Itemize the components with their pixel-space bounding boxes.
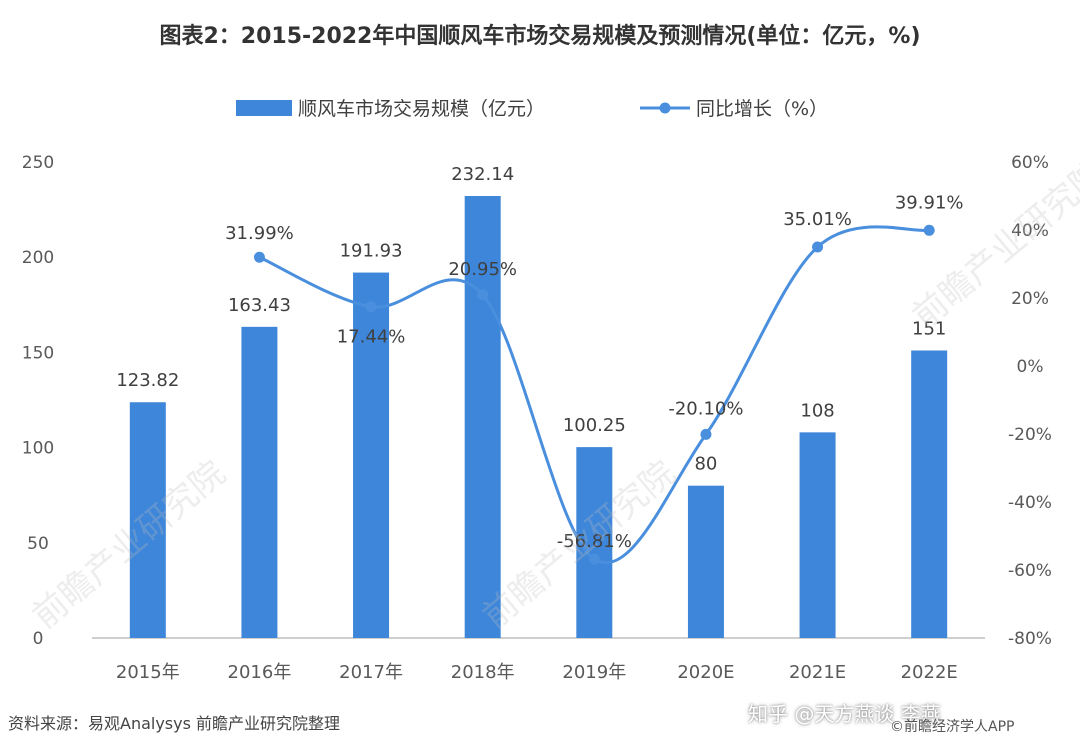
x-tick-label: 2021E [789, 662, 846, 683]
app-watermark: ©前瞻经济学人APP [890, 719, 1015, 735]
y-right-tick-label: 20% [1011, 289, 1049, 309]
bar-value-label: 232.14 [451, 164, 514, 185]
growth-value-label: 31.99% [225, 223, 294, 244]
x-tick-label: 2019年 [562, 662, 626, 683]
bar [353, 272, 390, 638]
legend-bar-label: 顺风车市场交易规模（亿元） [298, 98, 545, 120]
bar [911, 350, 948, 638]
bar-value-label: 80 [694, 454, 717, 475]
bar [241, 326, 278, 638]
y-right-tick-label: 40% [1011, 221, 1049, 241]
bar [687, 485, 724, 638]
y-right-tick-label: -80% [1008, 629, 1052, 649]
bar [576, 447, 613, 638]
bar [129, 402, 166, 638]
y-left-tick-label: 0 [33, 629, 44, 649]
y-left-tick-label: 150 [22, 343, 54, 363]
y-left-tick-label: 200 [22, 248, 54, 268]
growth-value-label: 17.44% [337, 327, 406, 348]
bar-value-label: 100.25 [563, 415, 626, 436]
legend-line-marker [659, 102, 671, 114]
y-right-tick-label: -60% [1008, 561, 1052, 581]
x-tick-label: 2018年 [451, 662, 515, 683]
growth-value-label: 20.95% [448, 259, 517, 280]
y-right-tick-label: 60% [1011, 153, 1049, 173]
legend-bar-swatch [236, 100, 292, 116]
y-right-tick-label: 0% [1017, 357, 1044, 377]
growth-marker [365, 301, 377, 313]
x-tick-label: 2017年 [339, 662, 403, 683]
y-left-tick-label: 100 [22, 439, 54, 459]
growth-marker [477, 289, 489, 301]
x-tick-label: 2015年 [116, 662, 180, 683]
bar-value-label: 163.43 [228, 295, 291, 316]
bar-value-label: 151 [912, 318, 946, 339]
bar-value-label: 108 [800, 400, 834, 421]
bar [464, 196, 501, 639]
growth-value-label: -20.10% [668, 398, 743, 419]
zhihu-watermark: 知乎 @天方燕谈 李燕 [748, 702, 941, 726]
growth-marker [588, 553, 600, 565]
growth-value-label: 35.01% [783, 209, 852, 230]
y-right-tick-label: -40% [1008, 493, 1052, 513]
bar-value-label: 191.93 [340, 241, 403, 262]
growth-marker [923, 224, 935, 236]
growth-value-label: -56.81% [557, 531, 632, 552]
y-left-tick-label: 50 [27, 534, 49, 554]
growth-marker [253, 251, 265, 263]
y-right-tick-label: -20% [1008, 425, 1052, 445]
chart-title: 图表2：2015-2022年中国顺风车市场交易规模及预测情况(单位：亿元，%) [159, 24, 921, 49]
x-tick-label: 2022E [901, 662, 958, 683]
bar [799, 432, 836, 638]
x-tick-label: 2016年 [228, 662, 292, 683]
growth-marker [812, 241, 824, 253]
y-left-tick-label: 250 [22, 153, 54, 173]
bar-value-label: 123.82 [116, 370, 179, 391]
growth-value-label: 39.91% [895, 192, 964, 213]
source-note: 资料来源：易观Analysys 前瞻产业研究院整理 [8, 714, 341, 733]
x-tick-label: 2020E [677, 662, 734, 683]
growth-marker [700, 428, 712, 440]
legend-line-label: 同比增长（%） [696, 98, 828, 120]
